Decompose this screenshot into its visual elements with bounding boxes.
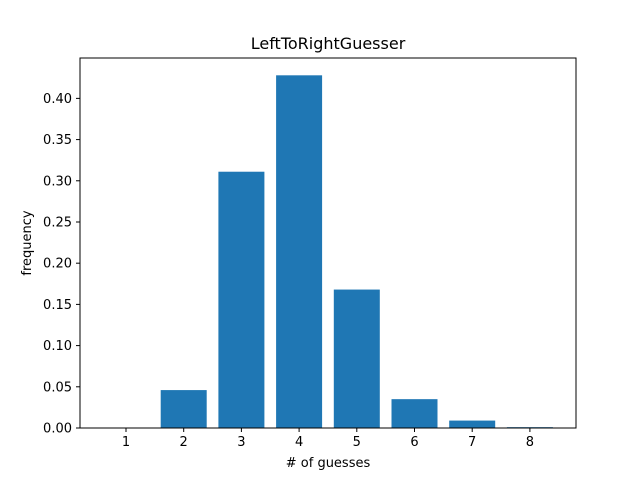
x-tick-label: 8 [526,435,534,450]
y-tick-label: 0.10 [43,339,72,354]
x-tick-label: 5 [353,435,361,450]
y-axis-ticks: 0.00 0.05 0.10 0.15 0.20 0.25 0.30 0.35 0.40 [43,92,80,437]
bars [160,75,553,428]
bar-4 [276,75,323,428]
y-tick-label: 0.35 [43,133,72,148]
x-tick-label: 2 [180,435,188,450]
x-tick-label: 1 [122,435,130,450]
x-axis-label: # of guesses [286,456,371,471]
y-axis-label: frequency [20,210,35,276]
y-tick-label: 0.25 [43,215,72,230]
bar-5 [333,289,380,428]
chart-title: LeftToRightGuesser [251,34,406,53]
x-tick-label: 4 [295,435,303,450]
x-tick-label: 6 [410,435,418,450]
bar-2 [160,390,207,428]
y-tick-label: 0.30 [43,174,72,189]
x-tick-label: 7 [468,435,476,450]
y-tick-label: 0.20 [43,257,72,272]
y-tick-label: 0.05 [43,380,72,395]
bar-3 [218,171,265,428]
y-tick-label: 0.40 [43,92,72,107]
bar-6 [391,399,438,428]
y-tick-label: 0.15 [43,298,72,313]
bar-7 [449,420,496,428]
y-tick-label: 0.00 [43,422,72,437]
x-tick-label: 3 [237,435,245,450]
plot-frame [79,57,577,429]
x-axis-ticks: 1 2 3 4 5 6 7 8 [122,428,534,450]
